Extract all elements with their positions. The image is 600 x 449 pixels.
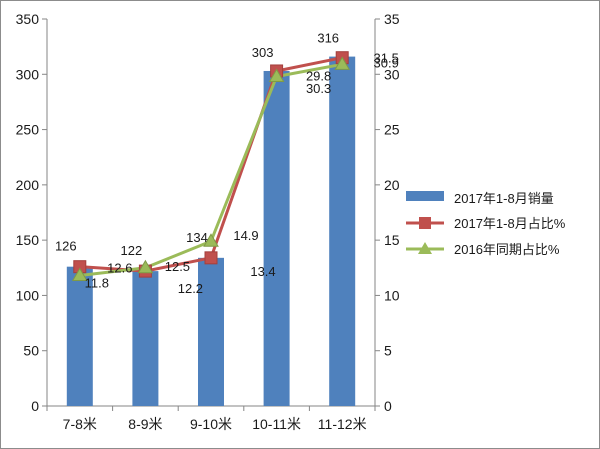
legend-label: 2017年1-8月销量 <box>454 191 554 206</box>
line-data-label-2017: 12.2 <box>178 281 203 296</box>
line-data-label-2017: 12.6 <box>107 261 132 276</box>
legend-swatch-bar <box>406 191 444 201</box>
y-right-tick-label: 35 <box>384 11 400 27</box>
y-right-tick-label: 25 <box>384 122 400 138</box>
bar <box>132 271 159 406</box>
y-left-tick-label: 150 <box>16 232 40 248</box>
y-right-tick-label: 15 <box>384 232 400 248</box>
marker-triangle <box>137 259 154 274</box>
line-data-label-2016: 11.8 <box>85 276 109 291</box>
x-tick-label: 7-8米 <box>63 416 97 432</box>
legend-marker-square <box>419 217 431 229</box>
bar-data-label: 316 <box>317 31 339 46</box>
marker-triangle <box>203 233 219 247</box>
x-tick-label: 8-9米 <box>128 416 162 432</box>
line-data-label-2016: 30.9 <box>374 55 399 70</box>
x-tick-label: 10-11米 <box>252 416 301 432</box>
bar-data-label: 122 <box>121 243 143 258</box>
marker-triangle <box>334 56 351 70</box>
bar-data-label: 126 <box>55 239 77 254</box>
bar <box>66 266 93 406</box>
y-left-tick-label: 350 <box>16 11 40 27</box>
y-right-tick-label: 30 <box>384 66 400 82</box>
bar-data-label: 303 <box>252 45 274 60</box>
legend-marker-triangle <box>418 242 432 254</box>
marker-triangle <box>268 68 285 82</box>
x-tick-label: 9-10米 <box>190 416 232 432</box>
y-left-tick-label: 300 <box>16 66 40 82</box>
y-left-tick-label: 50 <box>23 343 39 359</box>
line-data-label-2017: 31.5 <box>374 51 399 66</box>
line-data-label-2016: 12.5 <box>165 259 190 274</box>
bar <box>198 257 224 406</box>
marker-triangle <box>71 267 88 282</box>
y-right-tick-label: 0 <box>384 398 392 414</box>
bar <box>329 56 356 406</box>
y-left-tick-label: 0 <box>31 398 39 414</box>
bar-data-label: 134 <box>186 230 208 245</box>
y-right-tick-label: 10 <box>384 287 400 303</box>
y-left-tick-label: 100 <box>16 287 40 303</box>
line-data-label-2017: 30.3 <box>306 81 331 96</box>
line-data-label-2017: 13.4 <box>250 264 275 279</box>
y-left-tick-label: 250 <box>16 122 40 138</box>
legend-label: 2016年同期占比% <box>454 242 560 257</box>
y-left-tick-label: 200 <box>16 177 40 193</box>
line-data-label-2016: 29.8 <box>306 68 331 83</box>
y-right-tick-label: 20 <box>384 177 400 193</box>
legend-label: 2017年1-8月占比% <box>454 216 566 231</box>
y-right-tick-label: 5 <box>384 343 392 359</box>
x-tick-label: 11-12米 <box>318 416 367 432</box>
marker-square <box>204 251 218 265</box>
line-data-label-2016: 14.9 <box>233 228 258 243</box>
bar <box>263 70 290 407</box>
